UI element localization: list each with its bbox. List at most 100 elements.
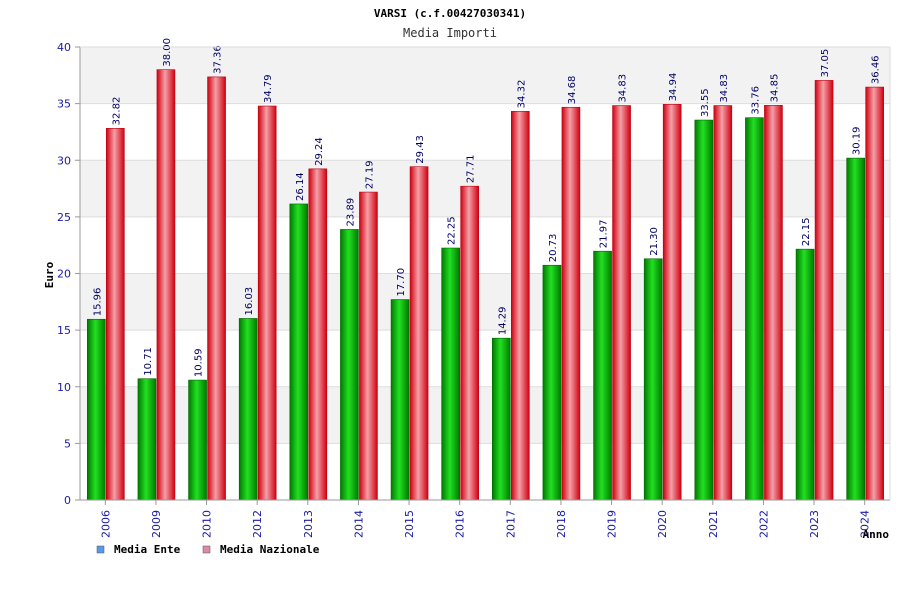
y-axis-ticks: 0 5 10 15 20 25 30 35 40 bbox=[57, 41, 80, 507]
value-label: 29.24 bbox=[314, 137, 325, 166]
legend-swatch bbox=[202, 545, 211, 554]
x-tick-label: 2013 bbox=[302, 510, 315, 538]
axes bbox=[79, 46, 891, 501]
value-label: 23.89 bbox=[345, 198, 356, 227]
bar-media-ente bbox=[542, 264, 562, 501]
value-label: 27.19 bbox=[364, 160, 375, 189]
bar-media-nazionale bbox=[409, 166, 429, 501]
value-label: 33.76 bbox=[750, 86, 761, 115]
bar-media-ente bbox=[238, 318, 258, 501]
x-tick-label: 2024 bbox=[859, 510, 872, 538]
value-label: 34.68 bbox=[567, 76, 578, 105]
value-label: 22.25 bbox=[447, 216, 458, 245]
y-tick-label: 20 bbox=[57, 268, 71, 281]
value-label: 34.94 bbox=[668, 73, 679, 102]
bar-media-nazionale bbox=[511, 111, 530, 501]
bar-media-ente bbox=[694, 119, 714, 501]
bar-media-nazionale bbox=[865, 86, 884, 501]
bar-media-ente bbox=[137, 378, 157, 501]
value-label: 17.70 bbox=[396, 268, 407, 297]
x-tick-label: 2022 bbox=[757, 510, 770, 538]
bar-media-nazionale bbox=[106, 128, 125, 501]
value-label: 36.46 bbox=[871, 55, 882, 84]
value-label: 34.32 bbox=[516, 80, 527, 109]
value-label: 30.19 bbox=[852, 126, 863, 155]
bar-media-ente bbox=[87, 318, 106, 501]
chart-subtitle: Media Importi bbox=[403, 26, 497, 40]
y-tick-label: 15 bbox=[57, 324, 71, 337]
x-tick-label: 2017 bbox=[504, 510, 517, 538]
value-label: 32.82 bbox=[111, 97, 122, 126]
x-tick-label: 2009 bbox=[150, 510, 163, 538]
value-label: 22.15 bbox=[801, 218, 812, 247]
bar-media-ente bbox=[390, 299, 410, 501]
x-axis-ticks: 2006 2009 2010 2012 2013 2014 2015 2016 2017 2018… bbox=[99, 500, 872, 538]
x-axis-label: Anno bbox=[863, 528, 890, 541]
bar-media-ente bbox=[441, 247, 460, 501]
x-tick-label: 2010 bbox=[201, 510, 214, 538]
value-label: 37.05 bbox=[820, 49, 831, 78]
x-tick-label: 2020 bbox=[656, 510, 669, 538]
bar-media-nazionale bbox=[308, 168, 328, 501]
x-tick-label: 2012 bbox=[251, 510, 264, 538]
bar-media-nazionale bbox=[764, 105, 783, 501]
bar-media-ente bbox=[745, 117, 764, 501]
value-label: 20.73 bbox=[548, 234, 559, 263]
bar-media-nazionale bbox=[713, 105, 733, 501]
bar-media-ente bbox=[289, 203, 309, 501]
x-tick-label: 2018 bbox=[555, 510, 568, 538]
bar-media-nazionale bbox=[561, 106, 581, 501]
bar-media-ente bbox=[593, 250, 612, 501]
bar-media-ente bbox=[846, 157, 865, 501]
value-label: 34.83 bbox=[719, 74, 730, 103]
value-label: 26.14 bbox=[295, 172, 306, 201]
legend: Media Ente Media Nazionale bbox=[96, 543, 320, 556]
x-tick-label: 2016 bbox=[454, 510, 467, 538]
y-tick-label: 5 bbox=[64, 437, 71, 450]
value-label: 34.79 bbox=[263, 74, 274, 103]
value-label: 14.29 bbox=[497, 307, 508, 336]
value-label: 21.30 bbox=[649, 227, 660, 256]
value-label: 37.36 bbox=[213, 45, 224, 74]
bar-media-nazionale bbox=[460, 185, 479, 501]
value-labels: 15.96 32.82 10.71 38.00 10.59 37.36 16.03 34.79… bbox=[92, 38, 881, 377]
y-tick-label: 0 bbox=[64, 494, 71, 507]
x-tick-label: 2019 bbox=[606, 510, 619, 538]
legend-label: Media Nazionale bbox=[220, 543, 320, 556]
bar-media-nazionale bbox=[662, 104, 682, 501]
y-tick-label: 25 bbox=[57, 211, 71, 224]
y-axis-label: Euro bbox=[43, 261, 56, 288]
chart-title: VARSI (c.f.00427030341) bbox=[374, 7, 526, 20]
y-tick-label: 10 bbox=[57, 381, 71, 394]
value-label: 21.97 bbox=[599, 220, 610, 249]
value-label: 33.55 bbox=[700, 88, 711, 117]
bar-media-nazionale bbox=[612, 105, 631, 501]
value-label: 10.71 bbox=[143, 347, 154, 376]
value-label: 38.00 bbox=[162, 38, 173, 67]
bar-media-nazionale bbox=[814, 80, 834, 501]
bar-media-ente bbox=[492, 337, 511, 501]
bar-media-ente bbox=[188, 379, 207, 501]
bar-media-nazionale bbox=[156, 69, 176, 501]
bar-media-ente bbox=[643, 258, 663, 501]
value-label: 29.43 bbox=[415, 135, 426, 164]
legend-label: Media Ente bbox=[114, 543, 181, 556]
value-label: 34.83 bbox=[618, 74, 629, 103]
bar-media-nazionale bbox=[207, 76, 226, 501]
y-tick-label: 35 bbox=[57, 98, 71, 111]
bar-media-ente bbox=[795, 248, 815, 501]
value-label: 34.85 bbox=[769, 74, 780, 103]
x-tick-label: 2006 bbox=[99, 510, 112, 538]
x-tick-label: 2014 bbox=[352, 510, 365, 538]
bar-media-nazionale bbox=[257, 105, 277, 501]
x-tick-label: 2015 bbox=[403, 510, 416, 538]
y-tick-label: 30 bbox=[57, 154, 71, 167]
bar-media-nazionale bbox=[359, 191, 378, 501]
value-label: 27.71 bbox=[466, 155, 477, 184]
value-label: 15.96 bbox=[92, 288, 103, 317]
x-tick-label: 2021 bbox=[707, 510, 720, 538]
y-tick-label: 40 bbox=[57, 41, 71, 54]
value-label: 10.59 bbox=[194, 348, 205, 377]
x-tick-label: 2023 bbox=[808, 510, 821, 538]
